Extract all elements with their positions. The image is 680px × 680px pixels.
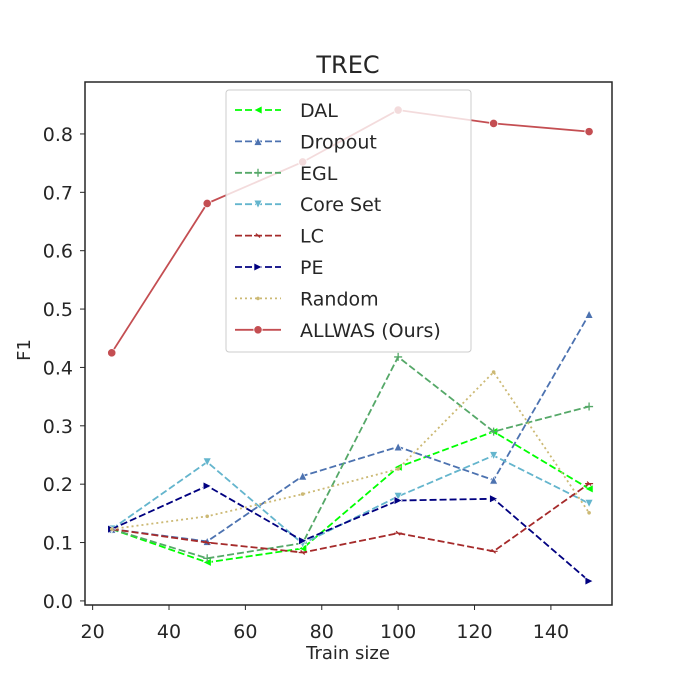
series-line-lc bbox=[111, 482, 590, 554]
data-point-allwas-ours bbox=[489, 118, 499, 129]
data-point-allwas-ours bbox=[202, 198, 212, 209]
data-point-dropout bbox=[584, 309, 594, 319]
x-tick-label: 120 bbox=[456, 621, 492, 643]
data-point-allwas-ours bbox=[107, 348, 117, 358]
legend-marker-lc bbox=[254, 233, 262, 239]
data-point-lc bbox=[585, 481, 594, 487]
legend-frame bbox=[225, 89, 472, 353]
legend-marker-random bbox=[256, 296, 260, 301]
data-point-egl bbox=[585, 402, 594, 411]
data-point-pe bbox=[584, 576, 594, 586]
y-tick-label: 0.0 bbox=[43, 591, 73, 613]
data-point-random bbox=[205, 514, 210, 519]
data-point-core-set bbox=[202, 457, 212, 467]
series-line-pe bbox=[111, 484, 590, 582]
data-point-random bbox=[300, 492, 305, 496]
x-tick-label: 40 bbox=[157, 621, 181, 643]
data-point-allwas-ours bbox=[584, 127, 594, 137]
data-point-pe bbox=[489, 494, 499, 504]
legend-label-dal: DAL bbox=[300, 100, 338, 122]
legend-marker-dropout bbox=[253, 136, 263, 146]
y-tick-label: 0.2 bbox=[43, 474, 73, 496]
data-point-dal bbox=[584, 484, 594, 494]
series-line-random bbox=[111, 370, 590, 530]
series-line-dropout bbox=[111, 313, 590, 543]
data-point-pe bbox=[298, 536, 308, 546]
y-tick-label: 0.4 bbox=[43, 357, 73, 379]
y-axis-label: F1 bbox=[14, 339, 35, 361]
legend-marker-dal bbox=[253, 105, 263, 115]
legend: DAL Dropout EGL Core Set LC PE Random ALLWAS (O… bbox=[225, 89, 472, 353]
y-tick-label: 0.1 bbox=[43, 533, 73, 555]
y-tick-label: 0.8 bbox=[43, 124, 73, 146]
legend-marker-core-set bbox=[253, 199, 263, 209]
legend-marker-egl bbox=[254, 168, 262, 177]
data-point-egl bbox=[489, 427, 498, 436]
legend-label-allwas-ours: ALLWAS (Ours) bbox=[300, 320, 441, 342]
x-axis: 20 40 60 80 100 120 140 bbox=[81, 605, 569, 643]
x-tick-label: 60 bbox=[233, 621, 257, 643]
y-tick-label: 0.6 bbox=[43, 241, 73, 263]
data-point-lc bbox=[489, 548, 498, 554]
data-point-dropout bbox=[393, 442, 403, 452]
series-pe bbox=[107, 481, 594, 586]
y-axis: 0.0 0.1 0.2 0.3 0.4 0.5 0.6 0.7 0.8 bbox=[43, 124, 85, 613]
x-axis-label: Train size bbox=[305, 643, 390, 664]
legend-label-egl: EGL bbox=[300, 163, 338, 185]
series-egl bbox=[107, 352, 594, 563]
data-point-egl bbox=[203, 554, 212, 563]
data-point-lc bbox=[203, 540, 212, 545]
legend-label-pe: PE bbox=[300, 257, 323, 279]
x-tick-label: 140 bbox=[533, 621, 569, 643]
legend-label-core-set: Core Set bbox=[300, 194, 381, 216]
x-tick-label: 20 bbox=[81, 621, 105, 643]
data-point-random bbox=[587, 510, 591, 515]
data-point-pe bbox=[202, 481, 212, 491]
series-line-dal bbox=[111, 430, 590, 564]
x-tick-label: 100 bbox=[380, 621, 416, 643]
y-tick-label: 0.7 bbox=[43, 182, 73, 204]
data-point-core-set bbox=[393, 492, 403, 502]
y-tick-label: 0.5 bbox=[43, 299, 73, 321]
legend-label-lc: LC bbox=[300, 226, 324, 248]
data-point-lc bbox=[298, 550, 307, 555]
data-point-egl bbox=[394, 352, 403, 361]
data-point-dropout bbox=[298, 471, 308, 481]
series-random bbox=[109, 370, 591, 531]
data-point-core-set bbox=[489, 451, 499, 461]
chart-title: TREC bbox=[315, 51, 379, 79]
x-tick-label: 80 bbox=[310, 621, 334, 643]
legend-marker-pe bbox=[253, 262, 263, 272]
data-point-random bbox=[109, 527, 114, 531]
data-point-pe bbox=[393, 496, 403, 506]
legend-marker-allwas-ours bbox=[253, 325, 263, 335]
legend-label-dropout: Dropout bbox=[300, 131, 377, 153]
data-point-dropout bbox=[489, 475, 499, 485]
data-point-lc bbox=[394, 530, 403, 536]
y-tick-label: 0.3 bbox=[43, 416, 73, 438]
legend-label-random: Random bbox=[300, 288, 379, 310]
data-point-random bbox=[396, 467, 400, 471]
series-line-egl bbox=[111, 355, 590, 560]
data-point-core-set bbox=[584, 499, 594, 509]
data-point-random bbox=[491, 370, 496, 374]
